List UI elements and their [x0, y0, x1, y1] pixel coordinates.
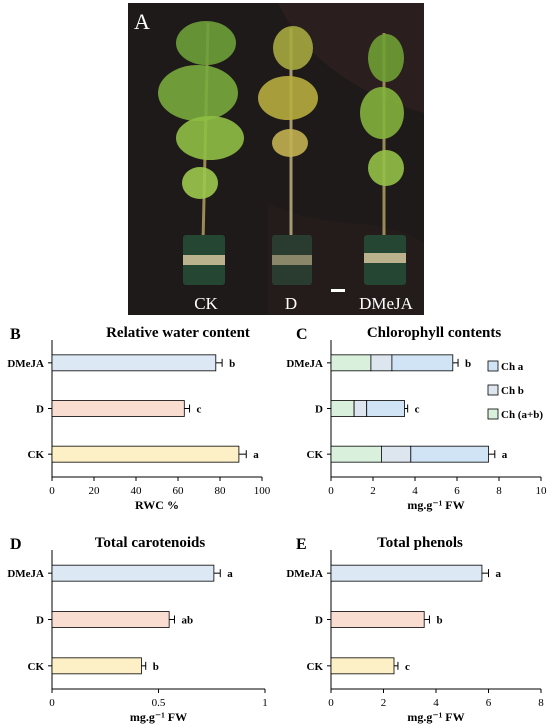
x-tick-label: 10	[536, 485, 548, 497]
x-tick-label: 100	[254, 485, 271, 497]
category-label: CK	[28, 661, 45, 673]
bar	[51, 611, 170, 628]
x-tick-label: 6	[454, 485, 460, 497]
x-tick-label: 8	[538, 697, 544, 709]
plant-d	[258, 26, 318, 285]
bar	[330, 657, 395, 675]
x-tick-label: 60	[173, 485, 185, 497]
significance-label: c	[415, 404, 420, 416]
x-tick-label: 0	[328, 485, 334, 497]
bar	[330, 611, 425, 628]
plant-dmeja	[360, 33, 406, 285]
legend-label: Ch a	[501, 361, 524, 373]
category-label: DMeJA	[7, 568, 44, 580]
x-tick-label: 40	[131, 485, 143, 497]
legend-swatch	[487, 360, 499, 372]
legend-label: Ch (a+b)	[501, 409, 543, 421]
panel-letter-c: C	[296, 326, 308, 343]
photo-label-dmeja: DMeJA	[359, 294, 414, 313]
bar	[330, 564, 483, 582]
panel-letter-e: E	[296, 536, 307, 553]
bar-segment	[366, 400, 405, 417]
bar	[51, 400, 185, 417]
significance-label: c	[405, 661, 410, 673]
x-tick-label: 0	[49, 485, 55, 497]
chart-title: Total phenols	[377, 535, 463, 551]
x-tick-label: 2	[381, 697, 387, 709]
legend-swatch	[487, 408, 499, 420]
x-tick-label: 0	[328, 697, 334, 709]
bar-segment	[380, 445, 412, 463]
significance-label: b	[153, 661, 159, 673]
photo-label-ck: CK	[194, 294, 218, 313]
bar-segment	[330, 354, 372, 372]
bar	[51, 657, 142, 675]
bar	[51, 564, 215, 582]
x-tick-label: 4	[433, 697, 439, 709]
chart-title: Total carotenoids	[95, 535, 206, 551]
significance-label: a	[502, 449, 508, 461]
significance-label: a	[253, 449, 259, 461]
x-axis-label: RWC %	[135, 498, 179, 512]
x-tick-label: 4	[412, 485, 418, 497]
x-tick-label: 0	[49, 697, 55, 709]
category-label: D	[315, 404, 323, 416]
legend-swatch	[487, 384, 499, 396]
significance-label: ab	[181, 615, 193, 627]
bar-segment	[410, 445, 489, 463]
x-axis-label: mg.g⁻¹ FW	[407, 498, 464, 512]
x-tick-label: 20	[89, 485, 101, 497]
bar-segment	[391, 354, 454, 372]
category-label: CK	[307, 449, 324, 461]
bar-segment	[370, 354, 393, 372]
category-label: D	[36, 404, 44, 416]
chart-title: Relative water content	[106, 325, 250, 341]
x-tick-label: 8	[496, 485, 502, 497]
significance-label: b	[229, 358, 235, 370]
legend-label: Ch b	[501, 385, 524, 397]
bar-segment	[353, 400, 368, 417]
x-axis-label: mg.g⁻¹ FW	[130, 710, 187, 724]
x-tick-label: 1	[262, 697, 268, 709]
bar	[51, 445, 240, 463]
photo-cloth-fold	[278, 3, 424, 113]
category-label: D	[315, 615, 323, 627]
chart-title: Chlorophyll contents	[367, 325, 501, 341]
photo-label-d: D	[285, 294, 297, 313]
significance-label: a	[496, 568, 502, 580]
significance-label: b	[465, 358, 471, 370]
category-label: DMeJA	[7, 358, 44, 370]
bar-segment	[330, 400, 355, 417]
category-label: DMeJA	[286, 358, 323, 370]
panel-letter-d: D	[10, 536, 22, 553]
scale-bar	[331, 289, 345, 292]
category-label: CK	[307, 661, 324, 673]
x-tick-label: 0.5	[152, 697, 166, 709]
category-label: CK	[28, 449, 45, 461]
category-label: DMeJA	[286, 568, 323, 580]
bar	[51, 354, 217, 372]
category-label: D	[36, 615, 44, 627]
plant-ck	[158, 21, 244, 285]
significance-label: c	[197, 404, 202, 416]
x-tick-label: 2	[370, 485, 376, 497]
x-tick-label: 6	[486, 697, 492, 709]
panel-letter-a: A	[134, 9, 150, 34]
bar-segment	[330, 445, 382, 463]
significance-label: b	[436, 615, 442, 627]
x-tick-label: 80	[215, 485, 227, 497]
plant-photo: A CK D DMeJA	[128, 3, 424, 315]
significance-label: a	[227, 568, 233, 580]
panel-letter-b: B	[10, 326, 21, 343]
x-axis-label: mg.g⁻¹ FW	[407, 710, 464, 724]
